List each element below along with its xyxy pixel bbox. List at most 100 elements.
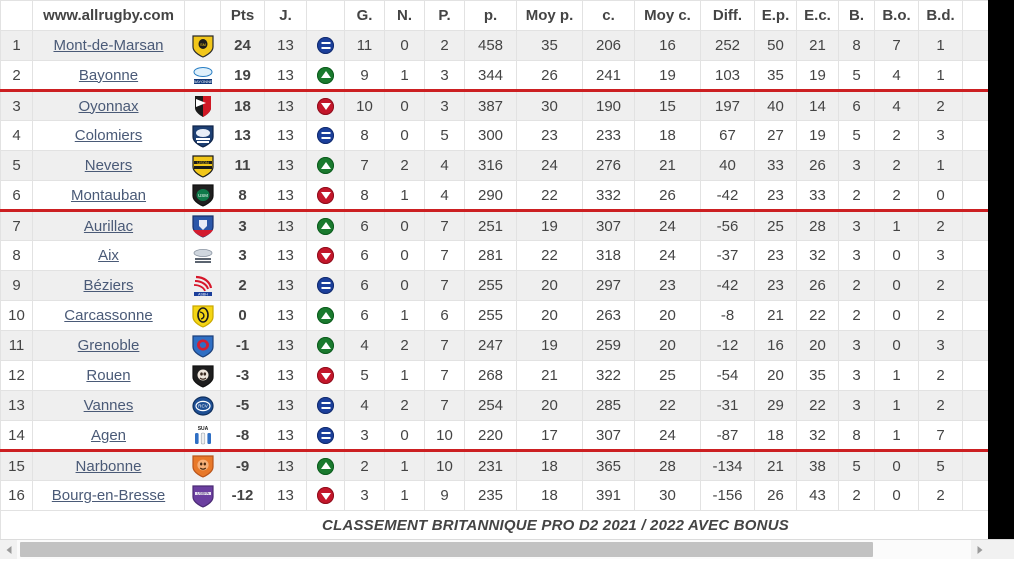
team-link[interactable]: Oyonnax	[78, 97, 139, 115]
row-points: 18	[220, 90, 265, 121]
row-tries-for: 21	[754, 450, 797, 481]
row-tries-for: 16	[754, 330, 797, 361]
row-drawn: 1	[384, 480, 425, 511]
nevers-crest: USON	[191, 154, 214, 178]
scrollbar-thumb[interactable]	[20, 542, 873, 557]
row-points: -12	[220, 480, 265, 511]
row-bonus: 2	[838, 270, 875, 301]
row-won: 2	[344, 450, 385, 481]
row-bonus-offensive: 1	[874, 390, 919, 421]
row-bonus: 6	[838, 90, 875, 121]
row-difference: -56	[700, 210, 755, 241]
table-row: 9BéziersASBH2136072552029723-422326202DV…	[0, 270, 988, 301]
row-form: VDV	[962, 450, 988, 481]
row-rank: 14	[0, 420, 33, 452]
row-tries-for: 26	[754, 480, 797, 511]
table-row: 10Carcassonne0136162552026320-82122202DV…	[0, 300, 988, 331]
trend-down-icon	[317, 247, 334, 265]
team-link[interactable]: Vannes	[83, 397, 134, 414]
row-rank: 8	[0, 240, 33, 271]
row-team-name: Bayonne	[32, 60, 185, 92]
team-link[interactable]: Montauban	[70, 186, 147, 204]
row-rank: 15	[0, 450, 33, 481]
column-header-form: T	[962, 0, 988, 31]
row-points-against: 285	[582, 390, 635, 421]
table-header: www.allrugby.com Pts J. G. N. P. p. Moy …	[0, 0, 988, 31]
column-header-trend	[306, 0, 345, 31]
row-tries-against: 21	[796, 30, 839, 61]
team-link[interactable]: Mont-de-Marsan	[53, 37, 164, 54]
scroll-right-arrow-icon[interactable]	[971, 540, 988, 560]
row-points-for: 387	[464, 90, 517, 121]
team-link[interactable]: Narbonne	[75, 457, 142, 475]
grenoble-crest	[191, 334, 214, 358]
row-played: 13	[264, 420, 307, 452]
row-points-against: 263	[582, 300, 635, 331]
row-bonus: 2	[838, 300, 875, 331]
row-avg-points-against: 18	[634, 120, 701, 151]
row-points: 19	[220, 60, 265, 92]
team-link[interactable]: Aix	[98, 247, 119, 264]
row-team-logo: SM	[184, 30, 221, 61]
row-played: 13	[264, 330, 307, 361]
row-points-for: 316	[464, 150, 517, 181]
team-link[interactable]: Agen	[90, 426, 127, 444]
svg-text:USON: USON	[197, 160, 209, 165]
row-trend	[306, 270, 345, 301]
row-tries-against: 43	[796, 480, 839, 511]
row-won: 3	[344, 480, 385, 511]
row-difference: -42	[700, 180, 755, 212]
trend-up-icon	[317, 217, 334, 235]
column-header-bonus-offensive: B.o.	[874, 0, 919, 31]
row-avg-points-against: 24	[634, 240, 701, 271]
row-tries-against: 32	[796, 240, 839, 271]
row-points-for: 255	[464, 270, 517, 301]
row-played: 13	[264, 210, 307, 241]
team-link[interactable]: Nevers	[84, 157, 133, 174]
row-avg-points-for: 20	[516, 390, 583, 421]
row-points-against: 233	[582, 120, 635, 151]
row-drawn: 0	[384, 240, 425, 271]
column-header-rank	[0, 0, 33, 31]
trend-down-icon	[317, 367, 334, 385]
row-points-for: 290	[464, 180, 517, 212]
trend-up-icon	[317, 307, 334, 325]
team-link[interactable]: Colomiers	[74, 127, 143, 144]
row-rank: 11	[0, 330, 33, 361]
row-lost: 7	[424, 210, 465, 241]
row-trend	[306, 480, 345, 511]
bourg-en-bresse-crest: USBPA	[191, 484, 214, 508]
row-lost: 7	[424, 390, 465, 421]
row-avg-points-against: 20	[634, 330, 701, 361]
team-link[interactable]: Carcassonne	[64, 307, 153, 324]
row-points-for: 458	[464, 30, 517, 61]
column-header-tries-against: E.c.	[796, 0, 839, 31]
table-row: 15Narbonne-91321102311836528-1342138505V…	[0, 450, 988, 481]
page-bottom-gutter	[0, 559, 1014, 576]
team-link[interactable]: Rouen	[86, 367, 131, 384]
team-link[interactable]: Grenoble	[77, 337, 140, 354]
row-bonus-defensive: 1	[918, 30, 963, 61]
scroll-left-arrow-icon[interactable]	[0, 540, 17, 560]
row-avg-points-against: 23	[634, 270, 701, 301]
team-link[interactable]: Béziers	[83, 277, 134, 294]
row-tries-against: 19	[796, 120, 839, 151]
row-rank: 3	[0, 90, 33, 121]
row-rank: 6	[0, 180, 33, 212]
team-link[interactable]: Bayonne	[78, 66, 139, 84]
row-team-name: Béziers	[32, 270, 185, 301]
row-won: 3	[344, 420, 385, 452]
table-row: 5NeversUSON11137243162427621403326321NDV	[0, 150, 988, 181]
row-form: DDV	[962, 330, 988, 361]
row-avg-points-for: 20	[516, 300, 583, 331]
row-played: 13	[264, 30, 307, 61]
team-link[interactable]: Bourg-en-Bresse	[51, 487, 166, 504]
team-link[interactable]: Aurillac	[83, 217, 134, 235]
row-tries-for: 29	[754, 390, 797, 421]
row-points: 8	[220, 180, 265, 212]
svg-text:SUA: SUA	[197, 426, 208, 432]
horizontal-scrollbar[interactable]	[0, 539, 1014, 560]
